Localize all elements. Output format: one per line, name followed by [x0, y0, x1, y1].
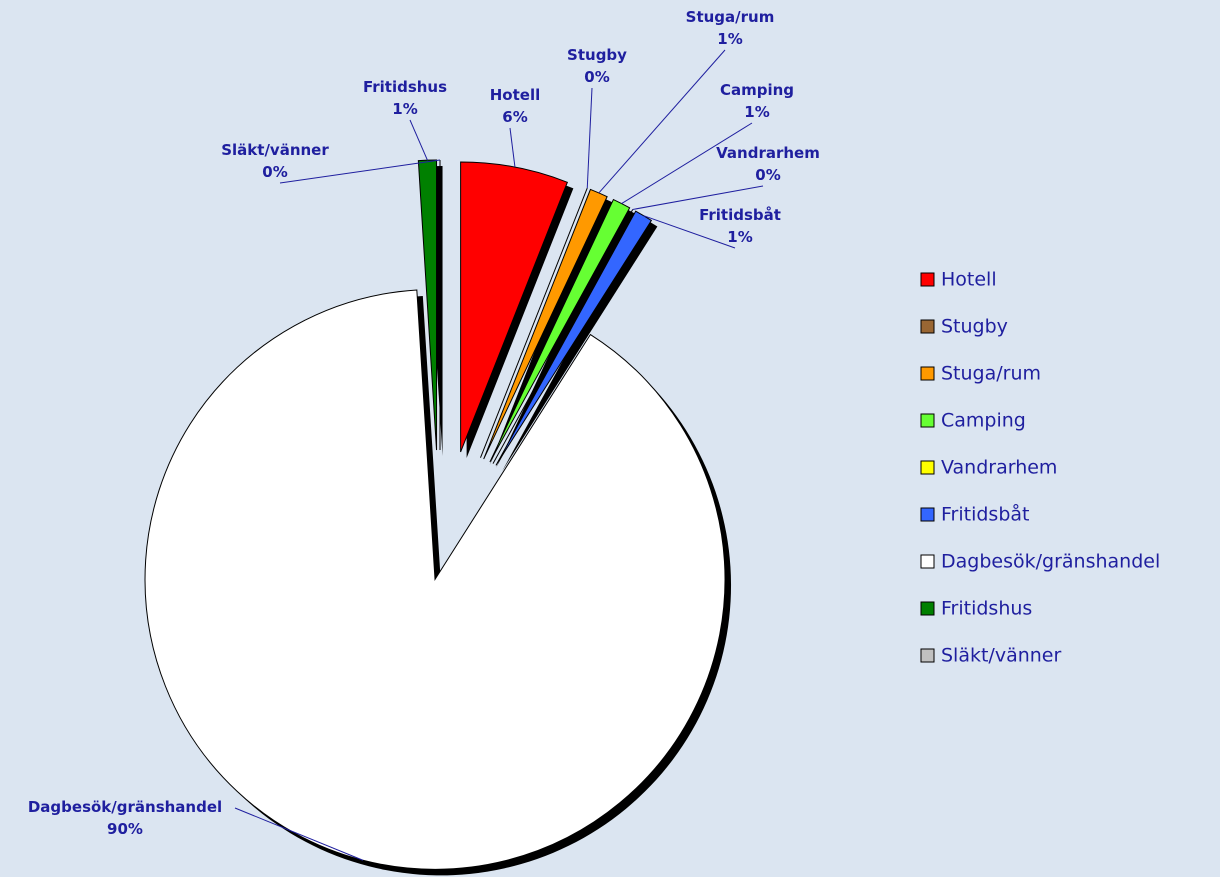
legend-swatch — [920, 413, 935, 428]
data-label: Fritidsbåt — [699, 206, 781, 224]
legend-label: Stuga/rum — [941, 363, 1041, 385]
leader-line — [509, 127, 516, 168]
leader-line — [598, 49, 726, 194]
leader-line — [643, 215, 736, 249]
leader-line — [234, 807, 364, 861]
legend-swatch — [920, 366, 935, 381]
data-label: Camping — [720, 81, 794, 99]
data-label: 6% — [502, 108, 527, 126]
leader-line — [279, 159, 441, 184]
leader-line — [632, 185, 764, 210]
legend-swatch — [920, 319, 935, 334]
leader-line — [621, 122, 753, 205]
legend-swatch — [920, 554, 935, 569]
data-label: Hotell — [490, 86, 541, 104]
slice — [495, 210, 653, 466]
legend-swatch — [920, 648, 935, 663]
data-label: 1% — [727, 228, 752, 246]
data-label: 1% — [744, 103, 769, 121]
data-label: 0% — [262, 163, 287, 181]
data-label: Vandrarhem — [716, 144, 820, 162]
legend-label: Vandrarhem — [941, 457, 1057, 479]
data-label: Stuga/rum — [686, 8, 775, 26]
data-label: Stugby — [567, 46, 627, 64]
data-label: Släkt/vänner — [221, 141, 329, 159]
data-label: 0% — [584, 68, 609, 86]
legend-swatch — [920, 507, 935, 522]
data-label: 1% — [717, 30, 742, 48]
slice — [483, 188, 608, 460]
legend-label: Dagbesök/gränshandel — [941, 551, 1160, 573]
legend-label: Släkt/vänner — [941, 645, 1061, 667]
legend-label: Camping — [941, 410, 1026, 432]
leader-line — [409, 119, 428, 161]
data-label: 0% — [755, 166, 780, 184]
data-label: Dagbesök/gränshandel — [28, 798, 222, 816]
legend-label: Stugby — [941, 316, 1008, 338]
leader-line — [586, 87, 593, 189]
legend-swatch — [920, 460, 935, 475]
legend-swatch — [920, 272, 935, 287]
data-label: 1% — [392, 100, 417, 118]
data-label: Fritidshus — [363, 78, 447, 96]
legend-label: Hotell — [941, 269, 997, 291]
legend-label: Fritidsbåt — [941, 503, 1029, 526]
legend-swatch — [920, 601, 935, 616]
slice-shadow — [501, 217, 658, 472]
data-label: 90% — [107, 820, 143, 838]
legend-label: Fritidshus — [941, 598, 1032, 620]
